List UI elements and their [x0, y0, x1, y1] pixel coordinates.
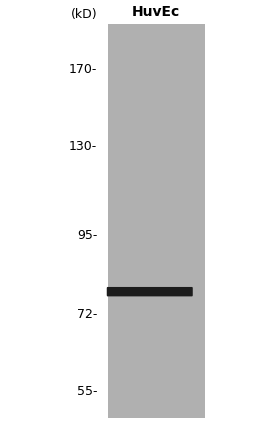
Text: 72-: 72-	[77, 308, 97, 321]
Text: 170-: 170-	[69, 63, 97, 76]
FancyBboxPatch shape	[107, 287, 193, 296]
Text: HuvEc: HuvEc	[132, 5, 180, 19]
Text: 55-: 55-	[77, 385, 97, 398]
Text: 130-: 130-	[69, 140, 97, 153]
Text: (kD): (kD)	[71, 9, 97, 21]
Text: 95-: 95-	[77, 229, 97, 242]
Bar	[108, 24, 205, 418]
